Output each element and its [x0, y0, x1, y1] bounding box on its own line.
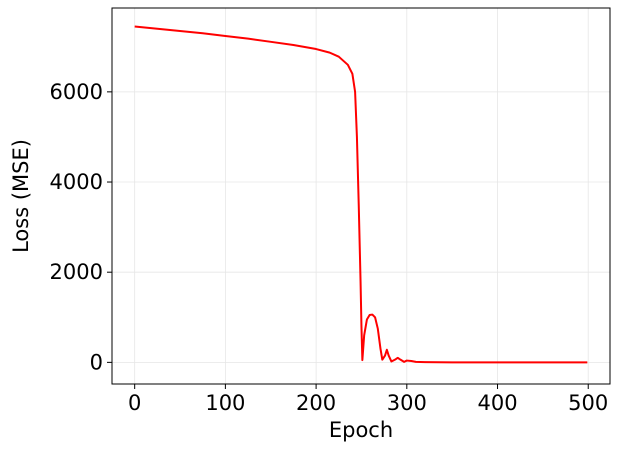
- x-tick-label: 500: [568, 391, 608, 415]
- y-tick-label: 2000: [50, 260, 103, 284]
- y-axis-label: Loss (MSE): [9, 139, 33, 253]
- x-tick-label: 400: [477, 391, 517, 415]
- y-tick-label: 0: [90, 350, 103, 374]
- plot-frame: [111, 7, 611, 385]
- x-axis-label: Epoch: [329, 418, 393, 442]
- x-tick-label: 0: [128, 391, 141, 415]
- x-tick-label: 200: [296, 391, 336, 415]
- x-tick-label: 100: [205, 391, 245, 415]
- y-tick-label: 6000: [50, 80, 103, 104]
- x-tick-label: 300: [387, 391, 427, 415]
- y-tick-label: 4000: [50, 170, 103, 194]
- loss-line: [134, 25, 588, 364]
